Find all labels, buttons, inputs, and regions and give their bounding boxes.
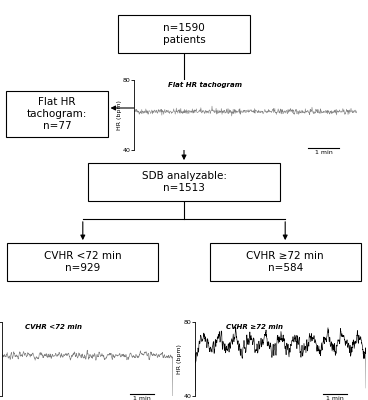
- Y-axis label: HR (bpm): HR (bpm): [177, 344, 182, 374]
- Text: n=1590
patients: n=1590 patients: [163, 23, 205, 45]
- FancyBboxPatch shape: [118, 15, 250, 53]
- Text: 1 min: 1 min: [326, 396, 344, 400]
- Text: 1 min: 1 min: [315, 150, 332, 155]
- Text: CVHR <72 min
n=929: CVHR <72 min n=929: [44, 251, 121, 273]
- FancyBboxPatch shape: [7, 243, 158, 281]
- Text: CVHR <72 min: CVHR <72 min: [25, 324, 82, 330]
- Text: Flat HR tachogram: Flat HR tachogram: [168, 82, 242, 88]
- Text: SDB analyzable:
n=1513: SDB analyzable: n=1513: [142, 171, 226, 193]
- Text: Flat HR
tachogram:
n=77: Flat HR tachogram: n=77: [27, 97, 87, 130]
- Text: CVHR ≥72 min
n=584: CVHR ≥72 min n=584: [247, 251, 324, 273]
- FancyBboxPatch shape: [88, 163, 280, 201]
- FancyBboxPatch shape: [210, 243, 361, 281]
- Y-axis label: HR (bpm): HR (bpm): [117, 100, 121, 130]
- FancyBboxPatch shape: [6, 91, 107, 137]
- Text: 1 min: 1 min: [133, 396, 151, 400]
- Text: CVHR ≥72 min: CVHR ≥72 min: [226, 324, 283, 330]
